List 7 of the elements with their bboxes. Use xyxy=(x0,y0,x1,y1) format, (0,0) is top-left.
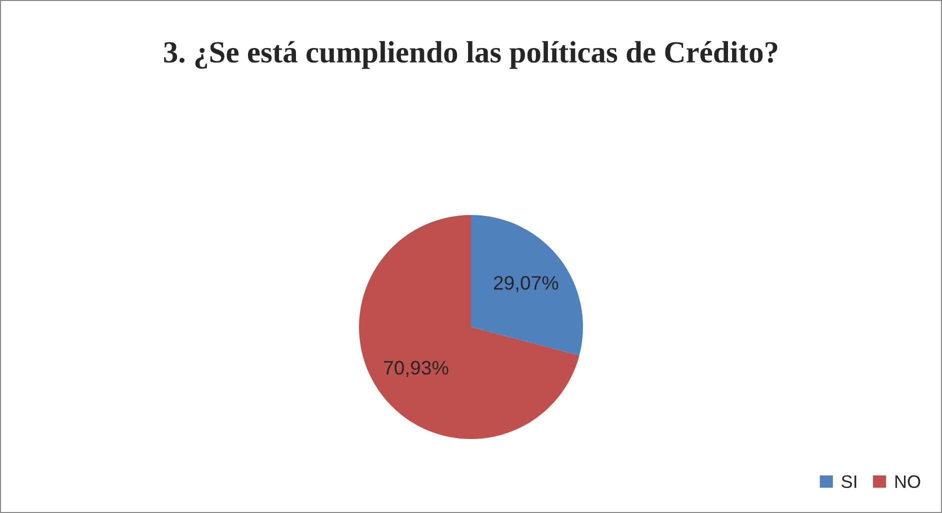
pie-slice xyxy=(471,215,583,356)
data-label: 70,93% xyxy=(384,360,448,377)
legend-label: NO xyxy=(895,475,920,488)
pie-slice xyxy=(359,215,580,439)
chart-title: 3. ¿Se está cumpliendo las políticas de Crédito? xyxy=(164,41,778,69)
data-label: 29,07% xyxy=(494,276,558,292)
legend-label: SI xyxy=(842,475,856,488)
